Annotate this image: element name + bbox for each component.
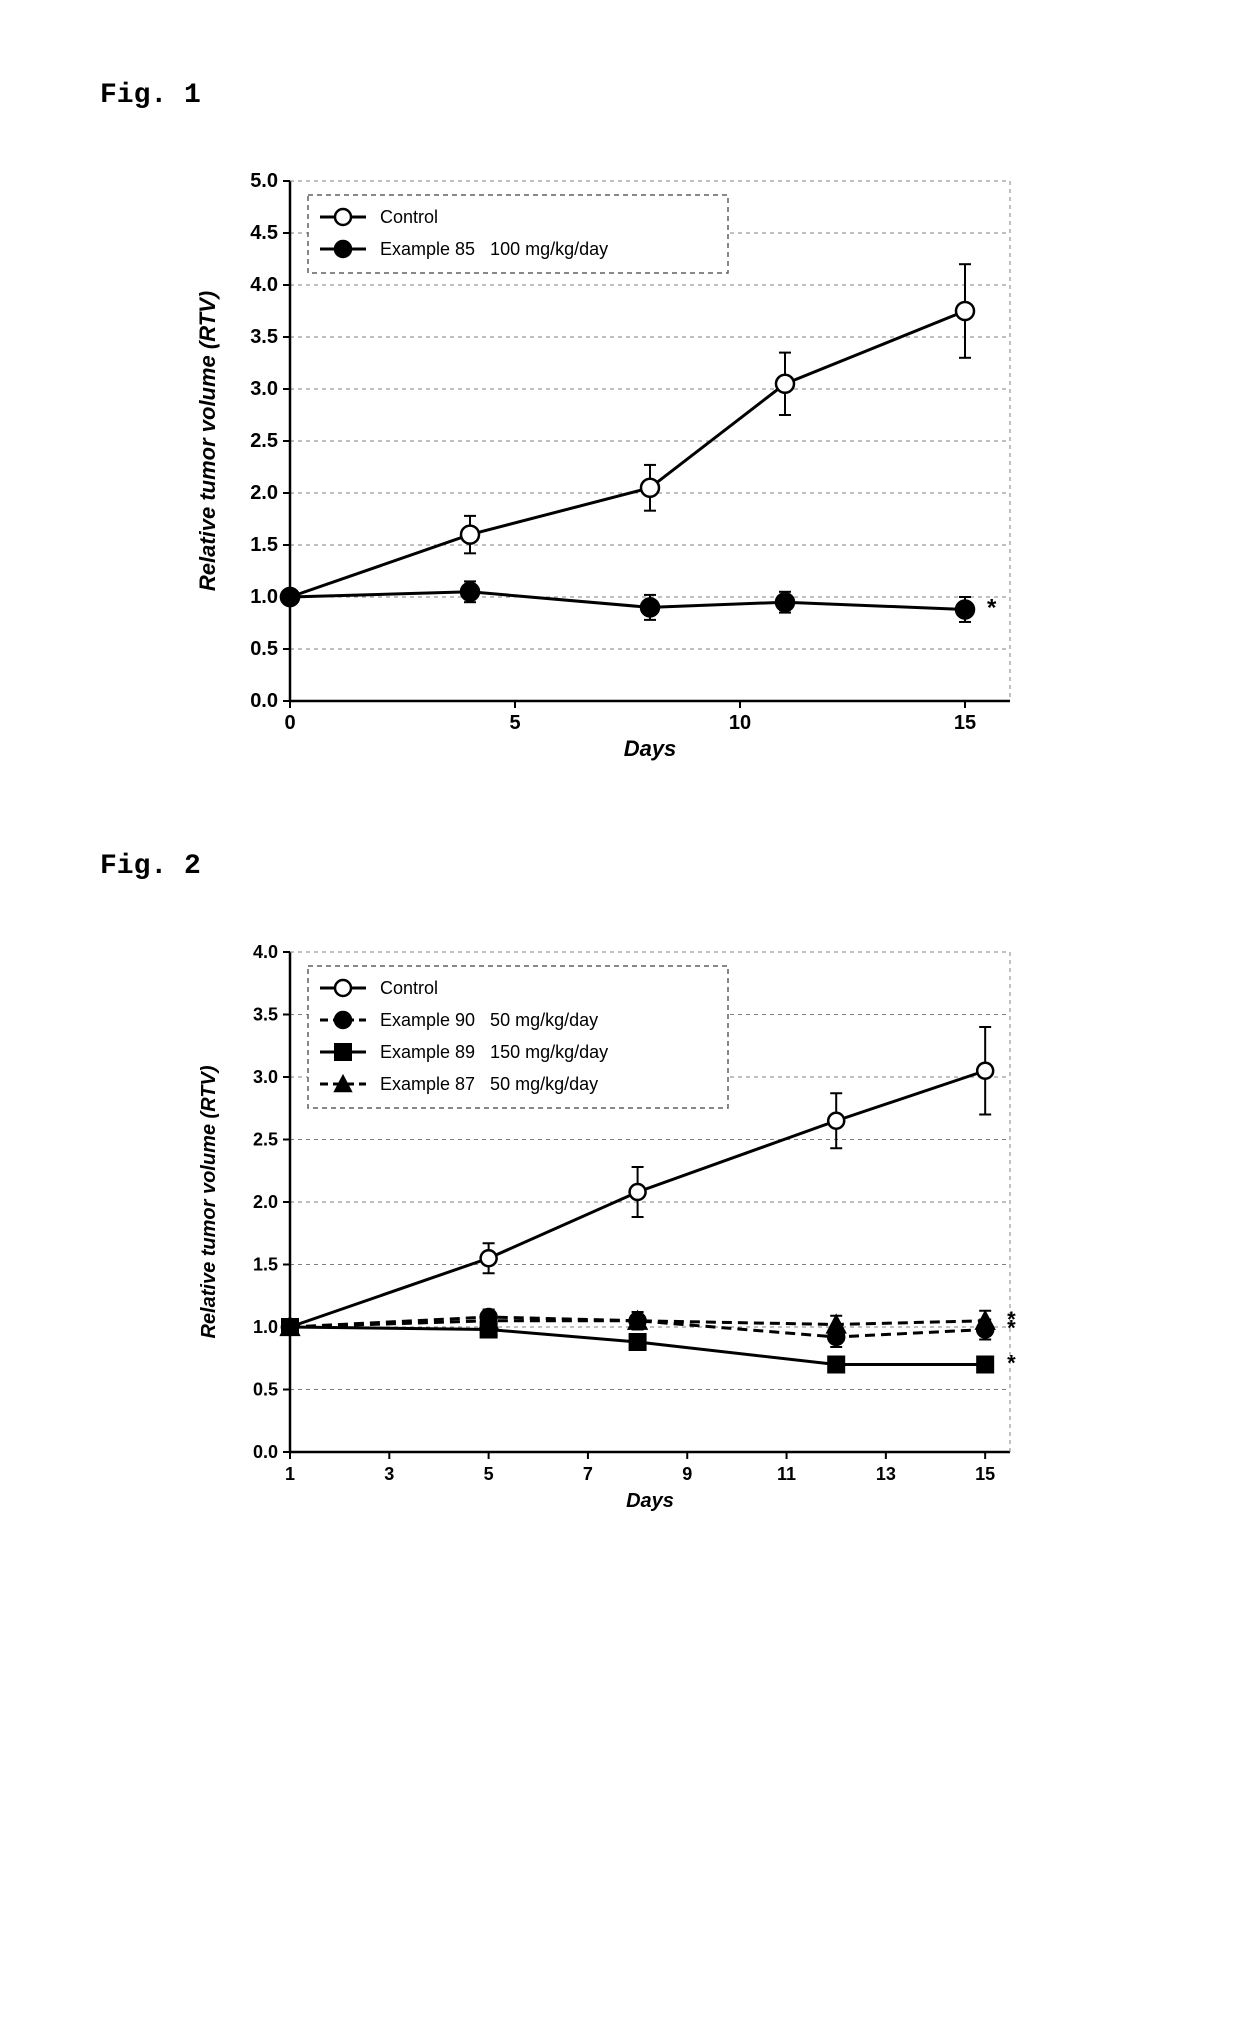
svg-text:3.5: 3.5 (250, 326, 278, 348)
svg-text:5: 5 (484, 1464, 494, 1484)
svg-text:0.5: 0.5 (253, 1380, 278, 1400)
svg-text:3.0: 3.0 (253, 1067, 278, 1087)
svg-text:0.0: 0.0 (253, 1442, 278, 1462)
svg-text:Control: Control (380, 207, 438, 227)
svg-text:4.5: 4.5 (250, 222, 278, 244)
page: Fig. 1 0.0 0.5 1.0 1.5 2.0 2.5 3.0 3.5 4.0 4.5 5.0… (0, 0, 1240, 1662)
svg-text:*: * (1007, 1307, 1016, 1332)
svg-text:13: 13 (876, 1464, 896, 1484)
figure-2-chart: 0.00.51.01.52.02.53.03.54.013579111315Da… (170, 922, 1070, 1542)
svg-text:4.0: 4.0 (253, 942, 278, 962)
figure-1-label: Fig. 1 (100, 80, 1160, 111)
svg-text:2.0: 2.0 (253, 1192, 278, 1212)
svg-text:3.0: 3.0 (250, 378, 278, 400)
svg-text:0.0: 0.0 (250, 690, 278, 712)
chart-svg: 0.00.51.01.52.02.53.03.54.013579111315Da… (170, 922, 1070, 1542)
svg-text:Days: Days (626, 1490, 674, 1512)
svg-text:0: 0 (284, 712, 295, 734)
svg-text:1.0: 1.0 (253, 1317, 278, 1337)
svg-text:*: * (1007, 1351, 1016, 1376)
svg-text:Control: Control (380, 978, 438, 998)
svg-text:9: 9 (682, 1464, 692, 1484)
svg-text:5: 5 (509, 712, 520, 734)
svg-text:Relative tumor volume (RTV): Relative tumor volume (RTV) (198, 1065, 220, 1338)
svg-text:Example 85 100 mg/kg/day: Example 85 100 mg/kg/day (380, 239, 608, 259)
svg-text:Relative tumor volume (RTV): Relative tumor volume (RTV) (195, 291, 220, 591)
svg-text:1.0: 1.0 (250, 586, 278, 608)
svg-text:5.0: 5.0 (250, 170, 278, 192)
svg-text:7: 7 (583, 1464, 593, 1484)
svg-text:Days: Days (624, 736, 677, 761)
svg-text:Example 89 150 mg/kg/day: Example 89 150 mg/kg/day (380, 1042, 608, 1062)
svg-text:11: 11 (777, 1464, 796, 1484)
svg-text:15: 15 (975, 1464, 995, 1484)
chart-svg: 0.0 0.5 1.0 1.5 2.0 2.5 3.0 3.5 4.0 4.5 5.0 0 5 10 15 D… (170, 151, 1070, 791)
svg-text:2.5: 2.5 (253, 1130, 278, 1150)
svg-text:1.5: 1.5 (250, 534, 278, 556)
svg-text:2.5: 2.5 (250, 430, 278, 452)
figure-1-chart: 0.0 0.5 1.0 1.5 2.0 2.5 3.0 3.5 4.0 4.5 5.0 0 5 10 15 D… (170, 151, 1070, 791)
figure-2-label: Fig. 2 (100, 851, 1160, 882)
svg-text:4.0: 4.0 (250, 274, 278, 296)
svg-text:3.5: 3.5 (253, 1005, 278, 1025)
svg-text:10: 10 (729, 712, 751, 734)
svg-text:2.0: 2.0 (250, 482, 278, 504)
svg-text:1: 1 (285, 1464, 295, 1484)
svg-text:Example 90 50 mg/kg/day: Example 90 50 mg/kg/day (380, 1010, 598, 1030)
svg-text:3: 3 (384, 1464, 394, 1484)
svg-text:*: * (987, 594, 997, 621)
svg-text:1.5: 1.5 (253, 1255, 278, 1275)
svg-text:Example 87 50 mg/kg/day: Example 87 50 mg/kg/day (380, 1074, 598, 1094)
svg-text:0.5: 0.5 (250, 638, 278, 660)
svg-text:15: 15 (954, 712, 976, 734)
